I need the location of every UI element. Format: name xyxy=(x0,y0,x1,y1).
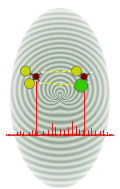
Circle shape xyxy=(74,79,88,92)
Circle shape xyxy=(33,73,39,80)
Circle shape xyxy=(71,66,82,76)
Circle shape xyxy=(81,73,87,80)
Circle shape xyxy=(87,80,91,84)
Circle shape xyxy=(24,78,35,89)
Circle shape xyxy=(39,81,42,85)
Circle shape xyxy=(41,70,45,74)
Circle shape xyxy=(20,66,30,76)
Circle shape xyxy=(90,71,93,74)
